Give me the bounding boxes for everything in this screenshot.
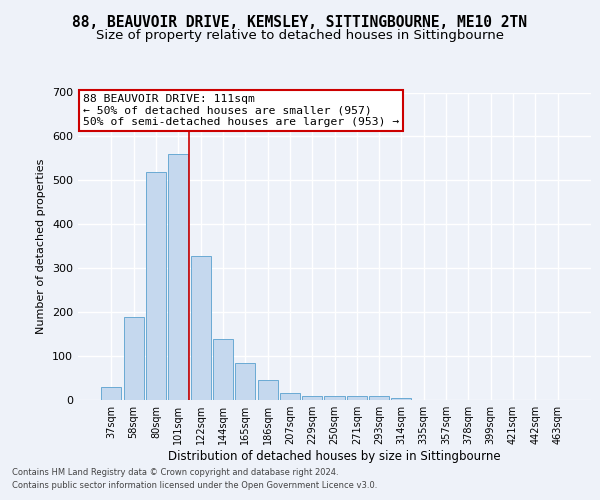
Bar	[146, 172, 166, 400]
Bar	[124, 316, 144, 400]
Bar	[168, 154, 188, 400]
Text: 88 BEAUVOIR DRIVE: 111sqm
← 50% of detached houses are smaller (957)
50% of semi: 88 BEAUVOIR DRIVE: 111sqm ← 50% of detac…	[83, 94, 400, 127]
Bar	[101, 387, 121, 400]
Bar	[325, 396, 344, 400]
Bar	[347, 396, 367, 400]
X-axis label: Distribution of detached houses by size in Sittingbourne: Distribution of detached houses by size …	[168, 450, 501, 463]
Text: Contains HM Land Registry data © Crown copyright and database right 2024.: Contains HM Land Registry data © Crown c…	[12, 468, 338, 477]
Text: Size of property relative to detached houses in Sittingbourne: Size of property relative to detached ho…	[96, 30, 504, 43]
Y-axis label: Number of detached properties: Number of detached properties	[37, 158, 46, 334]
Bar	[191, 256, 211, 400]
Bar	[302, 396, 322, 400]
Bar	[369, 396, 389, 400]
Text: Contains public sector information licensed under the Open Government Licence v3: Contains public sector information licen…	[12, 482, 377, 490]
Bar	[235, 362, 255, 400]
Bar	[280, 394, 300, 400]
Bar	[213, 338, 233, 400]
Bar	[391, 398, 412, 400]
Bar	[257, 380, 278, 400]
Text: 88, BEAUVOIR DRIVE, KEMSLEY, SITTINGBOURNE, ME10 2TN: 88, BEAUVOIR DRIVE, KEMSLEY, SITTINGBOUR…	[73, 15, 527, 30]
